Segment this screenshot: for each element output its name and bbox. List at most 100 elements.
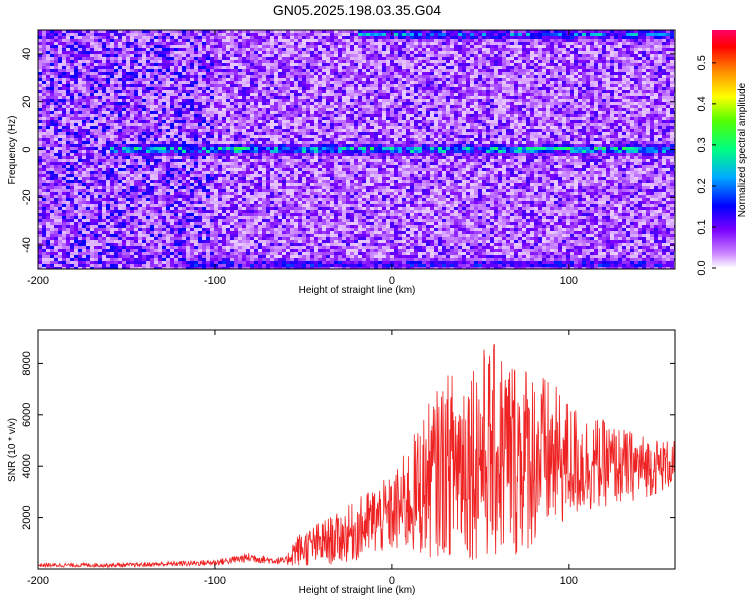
heatmap-cell xyxy=(50,102,54,105)
heatmap-cell xyxy=(454,45,458,48)
heatmap-cell xyxy=(370,120,374,123)
heatmap-cell xyxy=(422,117,426,120)
heatmap-cell xyxy=(638,36,642,39)
heatmap-cell xyxy=(282,42,286,45)
heatmap-cell xyxy=(170,33,174,36)
heatmap-cell xyxy=(158,105,162,108)
heatmap-cell xyxy=(158,111,162,114)
heatmap-cell xyxy=(126,84,130,87)
heatmap-cell xyxy=(590,93,594,96)
heatmap-cell xyxy=(94,45,98,48)
heatmap-cell xyxy=(206,75,210,78)
heatmap-cell xyxy=(526,93,530,96)
heatmap-cell xyxy=(546,54,550,57)
heatmap-cell xyxy=(42,57,46,60)
heatmap-cell xyxy=(506,102,510,105)
heatmap-cell xyxy=(66,45,70,48)
heatmap-cell xyxy=(190,90,194,93)
heatmap-cell xyxy=(666,93,670,96)
heatmap-cell xyxy=(294,102,298,105)
heatmap-cell xyxy=(518,39,522,42)
heatmap-cell xyxy=(378,36,382,39)
heatmap-cell xyxy=(622,57,626,60)
heatmap-cell xyxy=(302,84,306,87)
heatmap-cell xyxy=(622,63,626,66)
heatmap-cell xyxy=(450,45,454,48)
heatmap-cell xyxy=(450,111,454,114)
heatmap-cell xyxy=(546,45,550,48)
heatmap-cell xyxy=(130,123,134,126)
heatmap-cell xyxy=(446,108,450,111)
heatmap-cell xyxy=(602,102,606,105)
heatmap-cell xyxy=(610,39,614,42)
heatmap-cell xyxy=(558,120,562,123)
heatmap-cell xyxy=(362,114,366,117)
heatmap-cell xyxy=(142,111,146,114)
heatmap-cell xyxy=(654,78,658,81)
heatmap-cell xyxy=(110,114,114,117)
heatmap-cell xyxy=(146,120,150,123)
heatmap-cell xyxy=(450,72,454,75)
heatmap-cell xyxy=(42,60,46,63)
heatmap-cell xyxy=(394,114,398,117)
heatmap-cell xyxy=(118,30,122,33)
heatmap-cell xyxy=(650,45,654,48)
heatmap-cell xyxy=(98,33,102,36)
heatmap-cell xyxy=(510,54,514,57)
heatmap-cell xyxy=(114,45,118,48)
heatmap-cell xyxy=(298,108,302,111)
heatmap-cell xyxy=(298,99,302,102)
heatmap-cell xyxy=(566,75,570,78)
heatmap-cell xyxy=(322,72,326,75)
heatmap-cell xyxy=(394,81,398,84)
heatmap-cell xyxy=(158,75,162,78)
heatmap-cell xyxy=(218,69,222,72)
heatmap-cell xyxy=(186,39,190,42)
heatmap-cell xyxy=(470,36,474,39)
heatmap-cell xyxy=(178,105,182,108)
heatmap-cell xyxy=(590,72,594,75)
heatmap-cell xyxy=(66,120,70,123)
heatmap-cell xyxy=(130,120,134,123)
heatmap-cell xyxy=(646,63,650,66)
heatmap-cell xyxy=(294,51,298,54)
heatmap-cell xyxy=(418,72,422,75)
heatmap-cell xyxy=(522,66,526,69)
heatmap-cell xyxy=(406,48,410,51)
heatmap-cell xyxy=(194,33,198,36)
heatmap-cell xyxy=(74,30,78,33)
heatmap-cell xyxy=(162,93,166,96)
heatmap-cell xyxy=(558,36,562,39)
heatmap-cell xyxy=(642,54,646,57)
heatmap-cell xyxy=(250,45,254,48)
heatmap-cell xyxy=(274,117,278,120)
heatmap-cell xyxy=(474,87,478,90)
heatmap-cell xyxy=(334,63,338,66)
heatmap-cell xyxy=(246,90,250,93)
heatmap-cell xyxy=(246,72,250,75)
heatmap-cell xyxy=(562,105,566,108)
heatmap-cell xyxy=(610,90,614,93)
heatmap-cell xyxy=(490,42,494,45)
heatmap-cell xyxy=(314,117,318,120)
heatmap-cell xyxy=(174,84,178,87)
heatmap-cell xyxy=(114,96,118,99)
heatmap-cell xyxy=(198,81,202,84)
heatmap-cell xyxy=(190,102,194,105)
heatmap-cell xyxy=(342,63,346,66)
heatmap-cell xyxy=(634,39,638,42)
heatmap-cell xyxy=(270,51,274,54)
heatmap-cell xyxy=(550,105,554,108)
heatmap-cell xyxy=(522,99,526,102)
heatmap-cell xyxy=(142,60,146,63)
heatmap-cell xyxy=(194,60,198,63)
heatmap-cell xyxy=(518,75,522,78)
heatmap-cell xyxy=(430,39,434,42)
heatmap-cell xyxy=(438,33,442,36)
heatmap-cell xyxy=(286,114,290,117)
heatmap-cell xyxy=(62,99,66,102)
heatmap-cell xyxy=(182,90,186,93)
heatmap-cell xyxy=(642,99,646,102)
heatmap-cell xyxy=(254,108,258,111)
heatmap-cell xyxy=(318,81,322,84)
